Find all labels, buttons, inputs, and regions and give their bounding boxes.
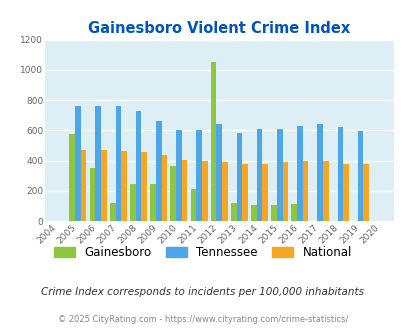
- Bar: [135, 111, 141, 221]
- Bar: [190, 189, 196, 221]
- Bar: [242, 164, 247, 221]
- Bar: [81, 150, 86, 221]
- Bar: [196, 130, 201, 221]
- Bar: [176, 130, 181, 221]
- Bar: [282, 162, 288, 221]
- Bar: [296, 126, 302, 221]
- Bar: [201, 161, 207, 221]
- Bar: [141, 152, 147, 221]
- Bar: [150, 184, 156, 221]
- Bar: [115, 106, 121, 221]
- Bar: [322, 161, 328, 221]
- Title: Gainesboro Violent Crime Index: Gainesboro Violent Crime Index: [88, 21, 350, 36]
- Bar: [121, 151, 126, 221]
- Bar: [69, 134, 75, 221]
- Bar: [291, 205, 296, 221]
- Text: © 2025 CityRating.com - https://www.cityrating.com/crime-statistics/: © 2025 CityRating.com - https://www.city…: [58, 315, 347, 324]
- Bar: [95, 106, 101, 221]
- Bar: [210, 62, 216, 221]
- Bar: [181, 160, 187, 221]
- Bar: [216, 124, 222, 221]
- Bar: [236, 133, 242, 221]
- Bar: [161, 155, 167, 221]
- Text: Crime Index corresponds to incidents per 100,000 inhabitants: Crime Index corresponds to incidents per…: [41, 287, 364, 297]
- Bar: [251, 205, 256, 221]
- Bar: [110, 203, 115, 221]
- Bar: [357, 131, 362, 221]
- Bar: [342, 164, 348, 221]
- Bar: [130, 184, 135, 221]
- Bar: [75, 106, 81, 221]
- Bar: [101, 150, 107, 221]
- Bar: [317, 123, 322, 221]
- Bar: [156, 121, 161, 221]
- Bar: [302, 161, 308, 221]
- Legend: Gainesboro, Tennessee, National: Gainesboro, Tennessee, National: [53, 246, 352, 259]
- Bar: [90, 168, 95, 221]
- Bar: [170, 166, 176, 221]
- Bar: [262, 164, 267, 221]
- Bar: [276, 129, 282, 221]
- Bar: [230, 203, 236, 221]
- Bar: [362, 164, 368, 221]
- Bar: [337, 127, 342, 221]
- Bar: [271, 205, 276, 221]
- Bar: [256, 129, 262, 221]
- Bar: [222, 162, 227, 221]
